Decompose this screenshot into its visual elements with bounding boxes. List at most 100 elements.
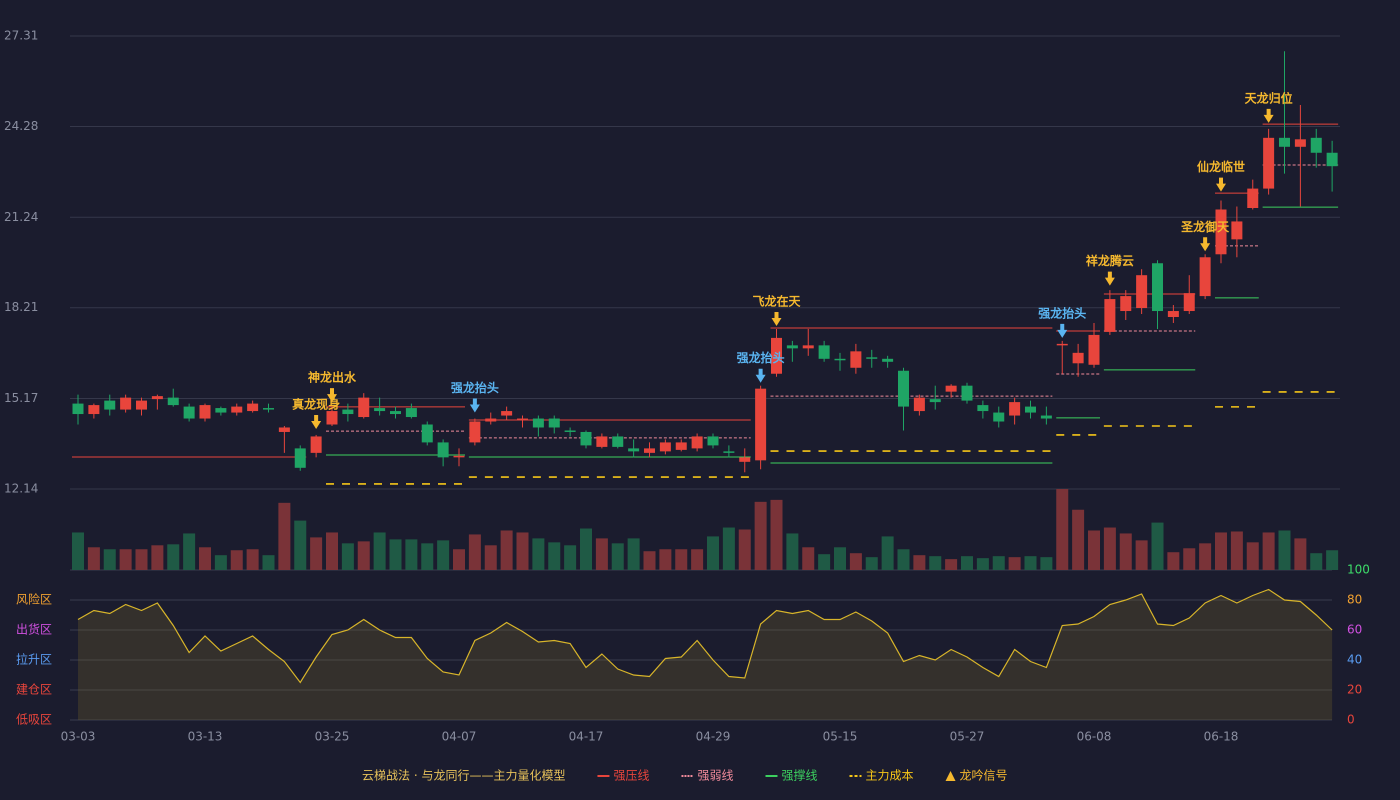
volume-bar — [341, 543, 354, 570]
candle-body — [628, 448, 640, 452]
candle-body — [294, 448, 306, 468]
candle-body — [199, 405, 211, 419]
signal-arrow — [1216, 177, 1226, 192]
volume-bar — [961, 556, 973, 570]
volume-bar — [659, 549, 672, 570]
volume-bar — [1262, 532, 1275, 570]
x-tick-label: 04-29 — [696, 730, 731, 744]
candle-body — [1183, 293, 1195, 312]
candle-body — [929, 399, 941, 403]
signal-label: 仙龙临世 — [1197, 159, 1245, 174]
x-tick-label: 03-03 — [61, 730, 96, 744]
osc-area — [78, 589, 1333, 720]
candle-body — [501, 411, 513, 416]
y-tick-label: 12.14 — [4, 482, 38, 496]
candle-body — [898, 370, 909, 407]
candle-body — [850, 351, 862, 368]
volume-bar — [976, 558, 989, 570]
signal-label: 强龙抬头 — [737, 350, 785, 365]
candle-body — [1120, 296, 1132, 312]
osc-tick-label: 0 — [1347, 713, 1355, 727]
candle-body — [1215, 209, 1227, 255]
candle-body — [167, 397, 179, 406]
signal-arrow — [1104, 271, 1115, 286]
volume-bar — [278, 502, 291, 570]
zone-label: 低吸区 — [16, 713, 52, 727]
volume-bar — [992, 556, 1005, 570]
volume-bar — [167, 544, 180, 570]
volume-bar — [453, 549, 465, 570]
candle-body — [215, 408, 227, 413]
volume-bar — [532, 538, 545, 570]
volume-bar — [881, 536, 894, 570]
x-tick-label: 05-15 — [823, 730, 858, 744]
volume-bar — [373, 532, 386, 570]
candle-body — [1040, 415, 1052, 419]
volume-bar — [1008, 557, 1021, 570]
candle-body — [644, 448, 655, 453]
volume-bar — [230, 550, 243, 570]
candle-body — [1231, 221, 1243, 240]
candle-body — [405, 408, 417, 418]
signal-label: 祥龙腾云 — [1086, 253, 1134, 268]
volume-bar — [1151, 522, 1164, 570]
candle-body — [247, 403, 259, 412]
candle-body — [104, 400, 116, 410]
volume-bar — [72, 532, 84, 570]
candle-body — [310, 436, 322, 453]
candle-body — [596, 436, 608, 447]
volume-bar — [262, 555, 275, 570]
osc-tick-label: 20 — [1347, 683, 1362, 697]
candle-body — [1152, 263, 1163, 312]
volume-bar — [849, 553, 862, 570]
candle-body — [913, 397, 925, 412]
candle-body — [1009, 402, 1021, 416]
candle-body — [421, 424, 433, 443]
volume-bar — [1278, 530, 1291, 570]
volume-bar — [802, 547, 815, 570]
volume-bar — [913, 555, 926, 570]
volume-bar — [707, 536, 719, 570]
candle-body — [88, 405, 100, 415]
signal-arrow — [1057, 323, 1068, 338]
x-tick-label: 04-17 — [569, 730, 604, 744]
volume-bar — [151, 545, 164, 570]
volume-bar — [135, 549, 148, 570]
legend-label: 强压线 — [613, 769, 649, 783]
volume-bar — [103, 549, 116, 570]
volume-bar — [929, 556, 942, 570]
signal-arrow — [1200, 237, 1211, 252]
candle-body — [612, 436, 624, 447]
volume-bar — [897, 549, 910, 570]
volume-bar — [1199, 543, 1212, 570]
candle-body — [691, 436, 703, 449]
y-tick-label: 18.21 — [4, 300, 38, 314]
candle-body — [485, 418, 497, 422]
candle-body — [739, 457, 751, 462]
signal-arrow — [755, 368, 766, 383]
volume-bar — [1088, 530, 1100, 570]
volume-bar — [119, 549, 132, 570]
candle-body — [1310, 137, 1322, 153]
osc-tick-label: 80 — [1347, 593, 1362, 607]
candle-body — [120, 397, 132, 410]
volume-bar — [1183, 548, 1196, 570]
candle-body — [755, 388, 767, 461]
candle-body — [517, 418, 528, 421]
x-tick-label: 04-07 — [442, 730, 477, 744]
volume-bar — [87, 547, 100, 570]
candle-body — [977, 405, 989, 412]
volume-bar — [500, 530, 513, 570]
signal-label: 飞龙在天 — [752, 293, 801, 308]
volume-bar — [1119, 533, 1132, 570]
y-tick-label: 24.28 — [4, 119, 38, 133]
x-tick-label: 03-13 — [188, 730, 223, 744]
volume-bar — [754, 501, 767, 570]
volume-bar — [691, 549, 704, 570]
candle-body — [469, 421, 481, 443]
signal-arrow — [311, 414, 322, 429]
x-tick-label: 06-08 — [1077, 730, 1112, 744]
candle-body — [882, 358, 894, 362]
